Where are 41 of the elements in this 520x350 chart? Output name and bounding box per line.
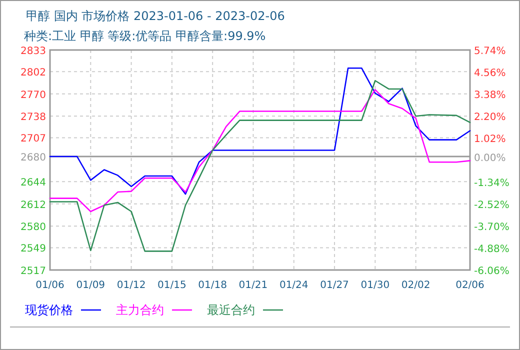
y-tick-label: 2549 <box>20 244 46 255</box>
y-tick-label: 2707 <box>20 134 46 145</box>
y-tick-label: 2770 <box>20 90 46 101</box>
x-tick-label: 02/02 <box>401 280 430 291</box>
chart-title: 甲醇 国内 市场价格 2023-01-06 - 2023-02-06 <box>26 9 285 23</box>
y-tick-label: 2580 <box>20 222 46 234</box>
y2-tick-label: -4.88% <box>474 244 510 255</box>
legend-label: 最近合约 <box>207 303 255 317</box>
y2-tick-label: 3.38% <box>474 90 506 101</box>
x-tick-label: 01/09 <box>76 280 106 291</box>
y-tick-label: 2738 <box>20 112 46 124</box>
chart-subtitle: 种类:工业 甲醇 等级:优等品 甲醇含量:99.9% <box>24 29 266 43</box>
legend-label: 主力合约 <box>116 303 164 317</box>
x-tick-label: 01/24 <box>279 280 308 291</box>
y-tick-label: 2802 <box>20 68 46 79</box>
y-tick-label: 2680 <box>20 152 46 164</box>
y-tick-label: 2612 <box>20 200 46 211</box>
x-tick-label: 01/12 <box>116 280 146 291</box>
y2-tick-label: -6.06% <box>474 266 510 277</box>
x-tick-label: 01/21 <box>238 280 268 291</box>
y2-tick-label: -3.70% <box>474 222 510 233</box>
x-tick-label: 01/18 <box>198 280 227 291</box>
line-series <box>49 67 471 195</box>
x-tick-label: 01/30 <box>360 280 390 291</box>
y2-tick-label: -2.52% <box>474 200 510 211</box>
y2-tick-label: 1.02% <box>474 134 506 145</box>
x-tick-label: 01/27 <box>320 280 349 291</box>
y2-tick-label: 0.00% <box>474 153 506 164</box>
y-tick-label: 2644 <box>20 178 46 189</box>
y2-tick-label: 4.56% <box>474 68 506 79</box>
x-tick-label: 02/06 <box>456 280 484 291</box>
x-tick-label: 01/06 <box>36 280 64 291</box>
line-series <box>49 89 471 212</box>
y2-tick-label: -1.34% <box>474 178 510 189</box>
y2-tick-label: 2.20% <box>474 112 506 123</box>
line-series <box>49 80 471 252</box>
legend-label: 现货价格 <box>25 303 73 317</box>
x-tick-label: 01/15 <box>158 280 186 291</box>
y-tick-label: 2517 <box>20 266 46 277</box>
y-tick-label: 2833 <box>20 46 46 57</box>
y2-tick-label: 5.74% <box>474 46 506 57</box>
